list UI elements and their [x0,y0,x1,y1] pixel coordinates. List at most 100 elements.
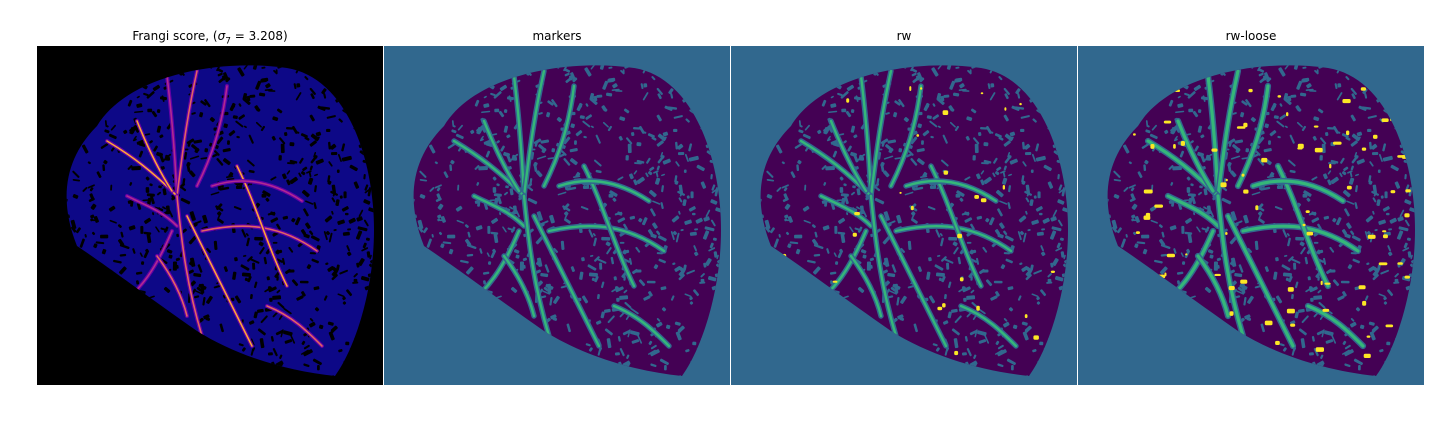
tissue-gap [291,218,296,223]
tissue-gap [714,187,719,197]
tissue-gap [222,158,231,166]
tissue-gap [946,262,950,270]
markers-heart-image [384,46,730,385]
tissue-gap [1184,231,1193,235]
tissue-gap [152,84,161,91]
tissue-gap [180,197,191,205]
tissue-gap [260,315,268,324]
tissue-gap [1063,254,1066,260]
tissue-gap [325,262,329,266]
tissue-gap [1349,321,1357,328]
tissue-gap [1264,123,1269,129]
tissue-gap [1296,107,1302,112]
tissue-gap [117,224,122,228]
tissue-gap [252,65,259,70]
tissue-gap [616,297,620,302]
tissue-gap [765,226,771,233]
tissue-gap [631,339,640,344]
tissue-gap [200,100,207,106]
tissue-gap [1128,161,1132,165]
tissue-gap [438,231,443,236]
tissue-gap [289,176,298,185]
tissue-gap [261,66,266,69]
tissue-gap [604,308,611,313]
title-subscript: 7 [225,36,231,47]
tissue-gap [243,125,247,129]
tissue-gap [1350,87,1357,95]
tissue-gap [302,166,308,172]
tissue-gap [222,148,231,153]
tissue-gap [840,193,849,197]
tissue-gap [896,214,902,224]
tissue-gap [783,187,788,192]
tissue-gap [235,120,244,128]
tissue-gap [202,214,208,224]
tissue-gap [833,252,837,257]
tissue-gap [552,317,558,321]
tissue-gap [1257,136,1265,145]
tissue-gap [1313,295,1323,300]
tissue-gap [490,92,496,97]
tissue-gap [821,99,827,107]
tissue-gap [499,84,508,91]
tissue-gap [1302,66,1307,69]
tissue-gap [493,233,499,244]
tissue-gap [429,187,435,192]
tissue-gap [364,189,370,194]
tissue-gap [1349,170,1353,178]
tissue-gap [647,229,654,235]
tissue-gap [1008,185,1011,193]
tissue-gap [1371,152,1379,156]
tissue-gap [223,123,228,129]
tissue-gap [1022,331,1029,341]
tissue-gap [1341,171,1347,176]
tissue-gap [995,340,1000,345]
tissue-gap [519,261,524,271]
tissue-gap [1276,185,1284,189]
tissue-gap [360,276,370,282]
tissue-gap [303,344,310,350]
segmented-blob [1324,282,1331,285]
tissue-gap [1142,248,1148,255]
tissue-gap [1372,197,1377,203]
tissue-gap [1003,230,1008,236]
tissue-gap [1295,236,1305,241]
tissue-gap [856,188,861,196]
tissue-gap [464,224,469,228]
tissue-gap [636,159,645,164]
tissue-gap [1038,212,1043,216]
tissue-gap [283,330,293,336]
tissue-gap [615,286,624,293]
tissue-gap [794,234,803,239]
tissue-gap [656,140,664,147]
tissue-gap [1185,217,1193,224]
tissue-gap [998,76,1003,81]
tissue-gap [1132,231,1137,236]
tissue-gap [1291,294,1294,300]
tissue-gap [1357,136,1361,140]
vessel [472,194,526,228]
tissue-gap [1246,317,1252,321]
tissue-gap [962,89,970,92]
tissue-gap [1371,325,1379,333]
tissue-gap [316,136,320,140]
title-suffix: = 3.208) [230,29,288,43]
tissue-gap [1190,183,1194,187]
tissue-gap [648,291,653,297]
tissue-gap [862,254,867,259]
tissue-gap [1258,72,1264,77]
tissue-gap [1050,216,1057,222]
tissue-gap [146,91,155,99]
vessel [612,304,671,348]
tissue-gap [679,192,683,197]
tissue-gap [1245,148,1250,153]
segmented-blob [910,205,914,211]
tissue-gap [934,264,944,271]
tissue-gap [263,256,268,265]
tissue-gap [602,107,608,112]
tissue-gap [294,131,300,134]
tissue-gap [241,272,251,277]
tissue-gap [1298,328,1307,336]
tissue-gap [700,273,705,278]
tissue-gap [625,155,629,161]
